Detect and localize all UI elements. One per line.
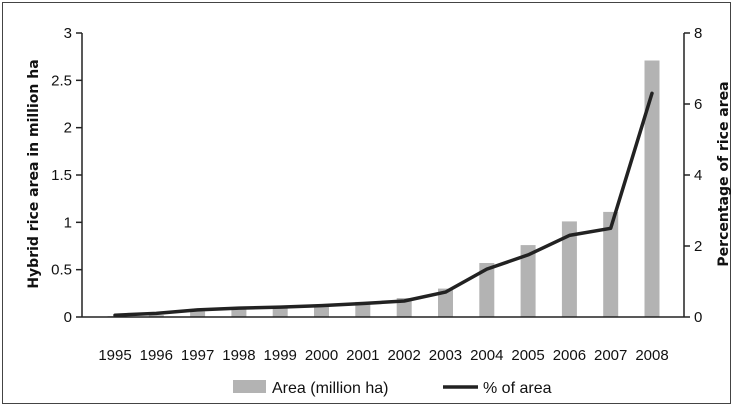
right-tick-label: 2 bbox=[694, 238, 702, 255]
left-tick-label: 3 bbox=[64, 25, 72, 42]
bar-2000 bbox=[314, 305, 329, 317]
bar-1998 bbox=[231, 309, 247, 317]
x-tick-label-2008: 2008 bbox=[635, 347, 668, 364]
x-tick-label-2002: 2002 bbox=[387, 347, 420, 364]
left-tick-label: 1.5 bbox=[51, 167, 72, 184]
left-tick-label: 2.5 bbox=[51, 72, 72, 89]
right-axis-ticks: 0 2 4 6 8 bbox=[684, 25, 702, 326]
x-tick-label-2003: 2003 bbox=[429, 347, 462, 364]
x-tick-label-2006: 2006 bbox=[553, 347, 586, 364]
y-axis-title-left: Hybrid rice area in million ha bbox=[26, 59, 42, 288]
x-tick-label-2007: 2007 bbox=[594, 347, 627, 364]
series-line-pct-of-area bbox=[113, 91, 654, 317]
legend-label-pct: % of area bbox=[483, 380, 552, 397]
bar-2006 bbox=[561, 221, 577, 317]
x-tick-label-2004: 2004 bbox=[470, 347, 503, 364]
left-tick-label: 0 bbox=[64, 309, 72, 326]
bar-2003 bbox=[438, 288, 453, 317]
x-tick-label-1999: 1999 bbox=[264, 347, 297, 364]
x-tick-label-1998: 1998 bbox=[222, 347, 255, 364]
bar-1999 bbox=[272, 307, 288, 317]
x-tick-label-1996: 1996 bbox=[140, 347, 173, 364]
bar-1996 bbox=[148, 315, 164, 317]
left-tick-label: 2 bbox=[64, 120, 72, 137]
bar-2001 bbox=[355, 301, 371, 317]
left-axis-ticks: 0 0.5 1 1.5 2 2.5 3 bbox=[51, 25, 82, 326]
right-tick-label: 6 bbox=[694, 96, 702, 113]
bar-2008 bbox=[644, 60, 660, 317]
right-tick-label: 0 bbox=[694, 309, 702, 326]
right-tick-label: 4 bbox=[694, 167, 702, 184]
bar-2004 bbox=[479, 263, 495, 317]
legend: Area (million ha) % of area bbox=[233, 380, 552, 397]
x-tick-label-2001: 2001 bbox=[346, 347, 379, 364]
x-tick-label-2000: 2000 bbox=[305, 347, 338, 364]
bar-2005 bbox=[520, 245, 536, 317]
right-tick-label: 8 bbox=[694, 25, 702, 42]
x-tick-label-2005: 2005 bbox=[511, 347, 544, 364]
left-tick-label: 1 bbox=[64, 214, 72, 231]
y-axis-title-right: Percentage of rice area bbox=[716, 81, 732, 266]
legend-swatch-area bbox=[233, 380, 266, 393]
x-tick-label-1997: 1997 bbox=[181, 347, 214, 364]
chart-frame bbox=[2, 2, 731, 404]
x-tick-label-1995: 1995 bbox=[98, 347, 131, 364]
x-axis-ticks: 1995 1996 1997 1998 1999 2000 2001 2002 2003 2004… bbox=[98, 347, 668, 364]
bars-group bbox=[107, 60, 660, 317]
left-tick-label: 0.5 bbox=[51, 262, 72, 279]
bar-2007 bbox=[603, 211, 619, 317]
legend-label-area: Area (million ha) bbox=[272, 380, 388, 397]
bar-1997 bbox=[190, 311, 206, 317]
